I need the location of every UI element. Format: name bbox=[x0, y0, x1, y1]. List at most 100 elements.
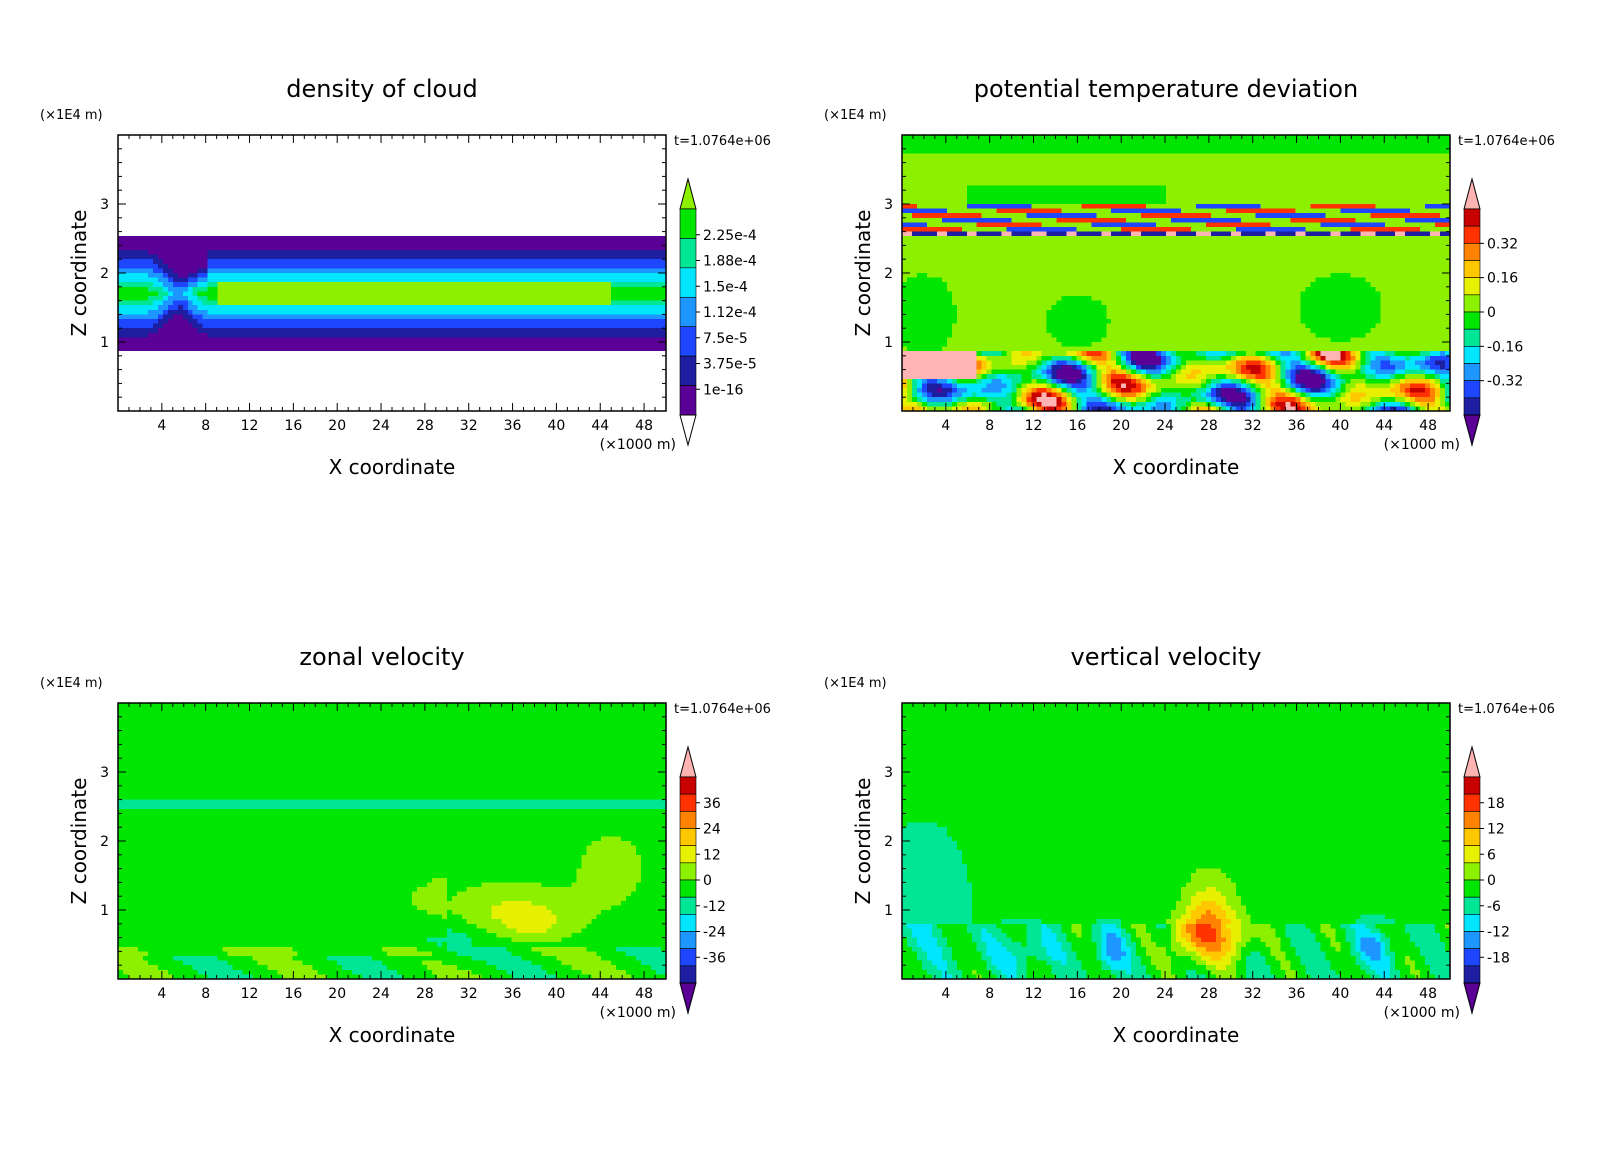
heatmap-cell bbox=[401, 392, 408, 398]
heatmap-cell bbox=[357, 259, 363, 265]
heatmap-cell bbox=[147, 227, 154, 233]
heatmap-cell bbox=[511, 162, 518, 168]
heatmap-cell bbox=[167, 401, 174, 407]
heatmap-cell bbox=[446, 231, 453, 237]
heatmap-cell bbox=[137, 323, 144, 329]
heatmap-cell bbox=[327, 268, 333, 274]
heatmap-cell bbox=[157, 135, 164, 141]
heatmap-cell bbox=[327, 305, 333, 311]
heatmap-cell bbox=[237, 254, 244, 260]
heatmap-cell bbox=[436, 365, 443, 371]
heatmap-cell bbox=[118, 277, 124, 283]
heatmap-cell bbox=[456, 328, 463, 334]
heatmap-cell bbox=[382, 263, 388, 269]
heatmap-cell bbox=[511, 337, 518, 343]
heatmap-cell bbox=[411, 185, 418, 191]
heatmap-cell bbox=[481, 300, 488, 306]
heatmap-cell bbox=[431, 222, 438, 228]
heatmap-cell bbox=[357, 406, 363, 412]
heatmap-cell bbox=[446, 369, 453, 375]
heatmap-cell bbox=[392, 231, 398, 237]
heatmap-cell bbox=[287, 337, 293, 343]
heatmap-cell bbox=[277, 365, 283, 371]
heatmap-cell bbox=[157, 213, 164, 219]
heatmap-cell bbox=[167, 254, 174, 260]
heatmap-cell bbox=[242, 259, 249, 265]
heatmap-cell bbox=[192, 153, 199, 159]
heatmap-cell bbox=[436, 277, 443, 283]
heatmap-cell bbox=[506, 342, 513, 348]
heatmap-cell bbox=[147, 213, 154, 219]
heatmap-cell bbox=[157, 153, 164, 159]
heatmap-cell bbox=[322, 176, 328, 182]
heatmap-cell bbox=[372, 314, 378, 320]
heatmap-cell bbox=[511, 397, 518, 403]
heatmap-cell bbox=[297, 383, 303, 389]
heatmap-cell bbox=[322, 268, 328, 274]
heatmap-cell bbox=[152, 268, 159, 274]
heatmap-cell bbox=[501, 263, 508, 269]
heatmap-cell bbox=[451, 190, 458, 196]
heatmap-cell bbox=[192, 355, 199, 361]
heatmap-cell bbox=[322, 190, 328, 196]
heatmap-cell bbox=[362, 236, 368, 242]
heatmap-cell bbox=[277, 392, 283, 398]
heatmap-cell bbox=[516, 263, 523, 269]
heatmap-cell bbox=[342, 144, 348, 150]
heatmap-cell bbox=[382, 153, 388, 159]
heatmap-cell bbox=[501, 314, 508, 320]
heatmap-cell bbox=[387, 208, 393, 214]
heatmap-cell bbox=[132, 337, 139, 343]
heatmap-cell bbox=[277, 176, 283, 182]
heatmap-cell bbox=[157, 139, 164, 145]
heatmap-cell bbox=[307, 401, 313, 407]
heatmap-cell bbox=[372, 213, 378, 219]
heatmap-cell bbox=[491, 309, 498, 315]
heatmap-cell bbox=[347, 342, 353, 348]
heatmap-cell bbox=[481, 397, 488, 403]
heatmap-cell bbox=[501, 388, 508, 394]
heatmap-cell bbox=[297, 176, 303, 182]
heatmap-cell bbox=[441, 213, 448, 219]
heatmap-cell bbox=[162, 245, 169, 251]
heatmap-cell bbox=[421, 245, 428, 251]
heatmap-cell bbox=[436, 199, 443, 205]
heatmap-cell bbox=[137, 305, 144, 311]
heatmap-cell bbox=[506, 273, 513, 279]
heatmap-cell bbox=[352, 227, 358, 233]
heatmap-cell bbox=[307, 194, 313, 200]
heatmap-cell bbox=[307, 300, 313, 306]
heatmap-cell bbox=[416, 388, 423, 394]
heatmap-cell bbox=[267, 282, 274, 288]
heatmap-cell bbox=[287, 185, 293, 191]
heatmap-cell bbox=[322, 135, 328, 141]
heatmap-cell bbox=[122, 365, 129, 371]
heatmap-cell bbox=[496, 374, 503, 380]
heatmap-cell bbox=[162, 181, 169, 187]
heatmap-cell bbox=[332, 171, 338, 177]
heatmap-cell bbox=[347, 392, 353, 398]
heatmap-cell bbox=[222, 139, 229, 145]
heatmap-cell bbox=[217, 194, 224, 200]
heatmap-cell bbox=[297, 217, 303, 223]
heatmap-cell bbox=[197, 401, 204, 407]
heatmap-cell bbox=[396, 369, 403, 375]
heatmap-cell bbox=[257, 397, 264, 403]
heatmap-cell bbox=[476, 383, 483, 389]
heatmap-cell bbox=[162, 300, 169, 306]
heatmap-cell bbox=[421, 309, 428, 315]
heatmap-cell bbox=[167, 153, 174, 159]
heatmap-cell bbox=[357, 309, 363, 315]
heatmap-cell bbox=[451, 245, 458, 251]
heatmap-cell bbox=[297, 406, 303, 412]
heatmap-cell bbox=[177, 397, 184, 403]
heatmap-cell bbox=[446, 277, 453, 283]
heatmap-cell bbox=[496, 392, 503, 398]
heatmap-cell bbox=[436, 355, 443, 361]
heatmap-cell bbox=[207, 388, 214, 394]
heatmap-cell bbox=[287, 167, 293, 173]
heatmap-cell bbox=[406, 406, 413, 412]
heatmap-cell bbox=[137, 167, 144, 173]
heatmap-cell bbox=[277, 309, 283, 315]
heatmap-cell bbox=[396, 231, 403, 237]
